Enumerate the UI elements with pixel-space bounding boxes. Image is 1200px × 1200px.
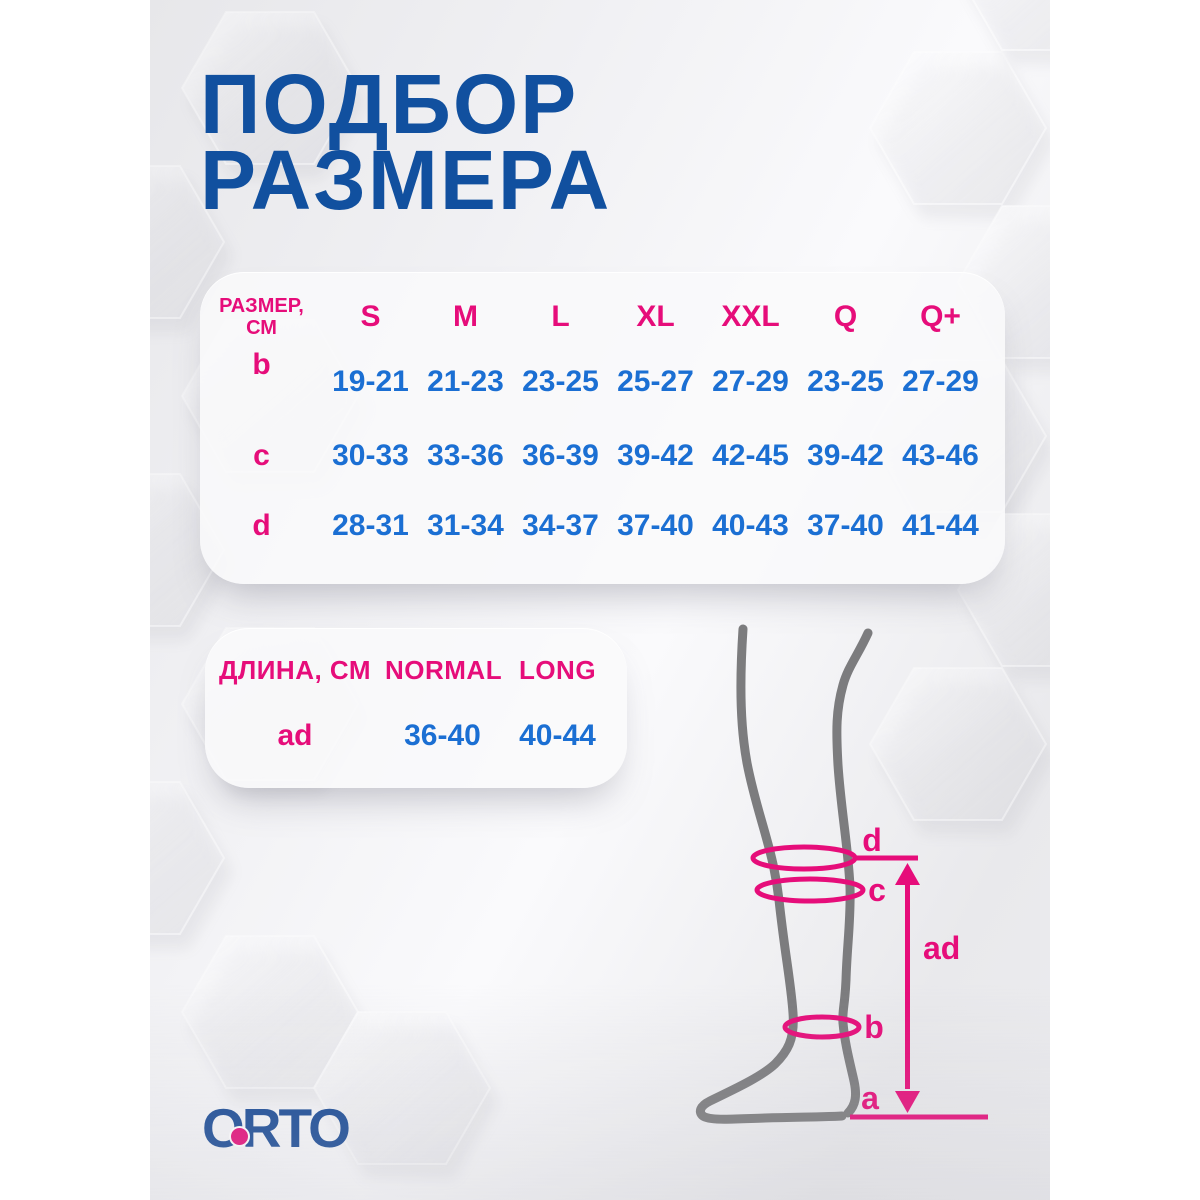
- value-b-xxl: 27-29: [712, 365, 789, 398]
- value-b-s: 19-21: [332, 365, 409, 398]
- value-d-m: 31-34: [427, 509, 504, 542]
- diagram-label-ad: ad: [923, 930, 960, 966]
- size-table-panel: РАЗМЕР, СМ S M L XL XXL Q Q+ b 19-21 21-…: [200, 272, 1005, 584]
- size-table-row-b: b 19-21 21-23 23-25 25-27 27-29 23-25 27…: [200, 348, 1005, 407]
- corner-label-line2: СМ: [246, 317, 277, 339]
- arrow-head-down: [895, 1091, 920, 1113]
- value-d-qplus: 41-44: [902, 509, 979, 542]
- diagram-label-d: d: [862, 822, 882, 858]
- leg-outline: [695, 624, 873, 1124]
- leg-back-line: [695, 624, 847, 1124]
- diagram-labels: d c b a ad: [861, 822, 960, 1116]
- girth-ellipse-b: [782, 1014, 862, 1040]
- length-table-row-ad: ad 36-40 40-44: [205, 711, 627, 761]
- value-c-m: 33-36: [427, 439, 504, 472]
- value-c-xxl: 42-45: [712, 439, 789, 472]
- value-b-qplus: 27-29: [902, 365, 979, 398]
- size-table-header-row: РАЗМЕР, СМ S M L XL XXL Q Q+: [200, 289, 1005, 345]
- measurement-marks: [750, 844, 988, 1120]
- orto-logo-dot: [229, 1126, 250, 1147]
- column-header-l: L: [551, 300, 570, 333]
- leg-front-line: [832, 628, 873, 1118]
- value-ad-normal: 36-40: [404, 719, 481, 752]
- value-d-xxl: 40-43: [712, 509, 789, 542]
- orto-logo-text: ORTO: [202, 1097, 351, 1159]
- row-label-d: d: [252, 509, 271, 542]
- page-title: ПОДБОР РАЗМЕРА: [200, 57, 612, 227]
- length-table-header-row: ДЛИНА, СМ NORMAL LONG: [205, 645, 627, 695]
- row-label-b: b: [252, 348, 271, 381]
- size-table-corner-label: РАЗМЕР, СМ: [200, 295, 323, 339]
- orto-logo: ORTO: [202, 1096, 502, 1159]
- diagram-label-c: c: [868, 872, 886, 908]
- diagram-label-a: a: [861, 1080, 879, 1116]
- title-line-2: РАЗМЕРА: [200, 133, 612, 227]
- column-header-long: LONG: [518, 654, 597, 685]
- value-d-q: 37-40: [807, 509, 884, 542]
- size-table-row-c: c 30-33 33-36 36-39 39-42 42-45 39-42 43…: [200, 431, 1005, 481]
- title-line-1: ПОДБОР: [200, 57, 579, 151]
- value-d-l: 34-37: [522, 509, 599, 542]
- size-table-row-d: d 28-31 31-34 34-37 37-40 40-43 37-40 41…: [200, 501, 1005, 551]
- column-header-xxl: XXL: [721, 300, 780, 333]
- column-header-q: Q: [833, 300, 858, 333]
- row-label-c: c: [253, 439, 270, 472]
- column-header-xl: XL: [636, 300, 675, 333]
- value-ad-long: 40-44: [519, 719, 596, 752]
- column-header-s: S: [360, 300, 381, 333]
- value-c-qplus: 43-46: [902, 439, 979, 472]
- arrow-head-up: [895, 863, 920, 885]
- value-c-q: 39-42: [807, 439, 884, 472]
- value-d-xl: 37-40: [617, 509, 694, 542]
- column-header-normal: NORMAL: [385, 654, 503, 685]
- corner-label-line1: РАЗМЕР,: [219, 295, 304, 317]
- value-c-s: 30-33: [332, 439, 409, 472]
- length-table-corner-label: ДЛИНА, СМ: [218, 654, 372, 685]
- leg-measurement-diagram: d c b a ad: [695, 624, 988, 1124]
- column-header-qplus: Q+: [920, 300, 961, 333]
- value-b-q: 23-25: [807, 365, 884, 398]
- diagram-label-b: b: [864, 1009, 884, 1045]
- value-c-xl: 39-42: [617, 439, 694, 472]
- value-c-l: 36-39: [522, 439, 599, 472]
- value-b-xl: 25-27: [617, 365, 694, 398]
- girth-ellipse-c: [754, 876, 866, 904]
- length-arrow-heads: [895, 863, 920, 1113]
- value-b-l: 23-25: [522, 365, 599, 398]
- value-d-s: 28-31: [332, 509, 409, 542]
- value-b-m: 21-23: [427, 365, 504, 398]
- row-label-ad: ad: [277, 719, 313, 752]
- artboard: ПОДБОР РАЗМЕРА РАЗМЕР, СМ S M L XL XXL Q…: [150, 0, 1050, 1200]
- length-table-panel: ДЛИНА, СМ NORMAL LONG ad 36-40 40-44: [205, 628, 627, 788]
- column-header-m: M: [453, 300, 478, 333]
